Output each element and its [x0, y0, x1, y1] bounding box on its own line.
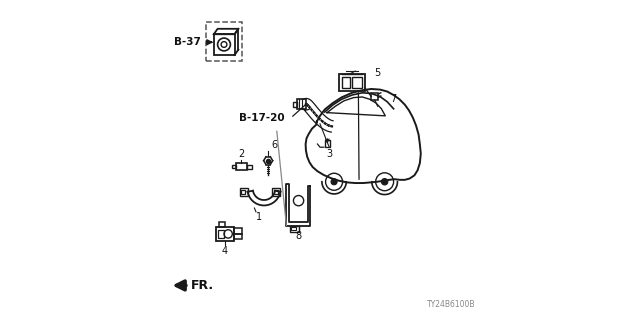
- Bar: [339, 74, 365, 91]
- Bar: [293, 102, 298, 107]
- Text: 6: 6: [271, 140, 278, 150]
- Bar: [274, 190, 278, 194]
- Bar: [241, 190, 245, 194]
- Text: 7: 7: [390, 93, 396, 104]
- Bar: [342, 77, 349, 88]
- Bar: [297, 99, 306, 109]
- Circle shape: [331, 179, 337, 185]
- Bar: [214, 34, 235, 55]
- Bar: [218, 230, 224, 238]
- Bar: [371, 93, 378, 100]
- Bar: [234, 228, 242, 234]
- Text: 1: 1: [256, 212, 262, 222]
- Bar: [234, 234, 242, 239]
- Text: 4: 4: [221, 246, 228, 256]
- Bar: [232, 165, 236, 168]
- Bar: [239, 188, 248, 196]
- Bar: [247, 165, 252, 169]
- Text: 2: 2: [238, 149, 244, 159]
- Bar: [325, 140, 330, 147]
- Bar: [352, 77, 362, 88]
- Text: B-37: B-37: [174, 37, 201, 47]
- Bar: [206, 22, 242, 61]
- Text: TY24B6100B: TY24B6100B: [427, 300, 475, 309]
- Bar: [216, 227, 234, 241]
- Bar: [219, 222, 225, 227]
- Bar: [236, 163, 247, 170]
- Text: FR.: FR.: [191, 279, 214, 292]
- Text: B-17-20: B-17-20: [239, 113, 285, 124]
- Bar: [290, 226, 299, 232]
- Text: 8: 8: [296, 231, 301, 241]
- Text: 5: 5: [374, 68, 380, 78]
- Circle shape: [381, 179, 388, 185]
- Bar: [273, 188, 280, 196]
- Bar: [291, 227, 296, 230]
- Text: 3: 3: [326, 149, 333, 159]
